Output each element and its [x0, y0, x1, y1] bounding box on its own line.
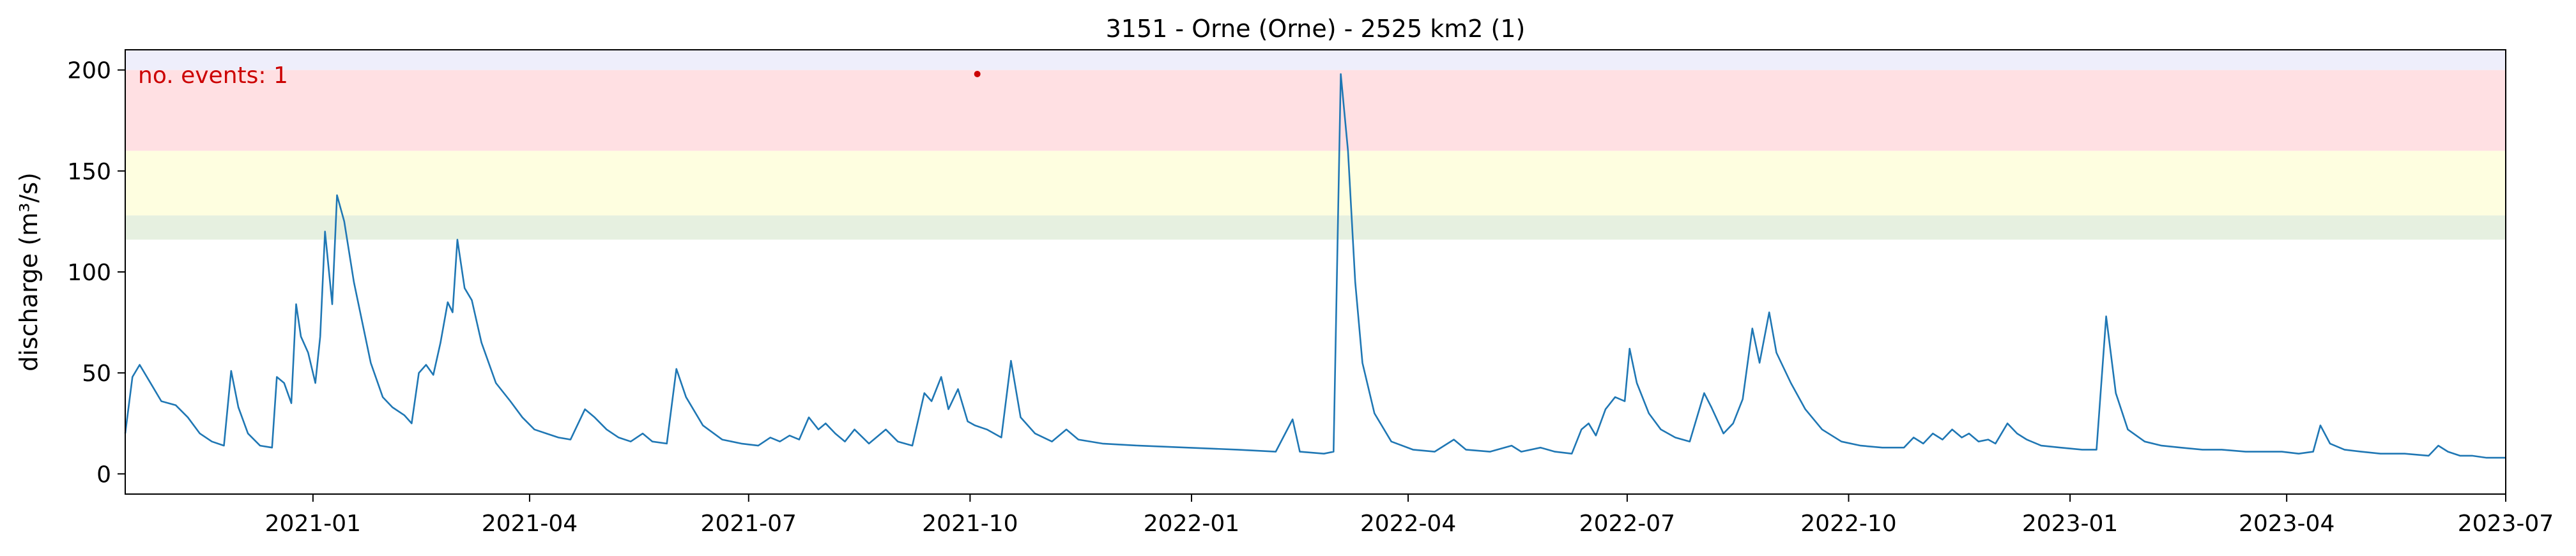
x-tick-label: 2021-10 — [922, 511, 1018, 537]
x-tick-label: 2022-04 — [1360, 511, 1456, 537]
threshold-band-1 — [125, 151, 2506, 216]
y-tick-label: 150 — [67, 159, 111, 185]
chart-title: 3151 - Orne (Orne) - 2525 km2 (1) — [1106, 15, 1526, 43]
y-tick-label: 100 — [67, 260, 111, 286]
series-group — [124, 73, 2506, 459]
threshold-band-0 — [125, 215, 2506, 240]
y-tick-label: 0 — [96, 462, 111, 488]
x-tick-label: 2021-07 — [701, 511, 797, 537]
threshold-bands — [125, 50, 2506, 240]
x-tick-label: 2022-01 — [1144, 511, 1239, 537]
x-tick-label: 2023-07 — [2458, 511, 2554, 537]
y-tick-label: 50 — [82, 361, 111, 387]
x-tick-label: 2022-07 — [1579, 511, 1675, 537]
series-line-0 — [124, 73, 2506, 459]
x-tick-label: 2023-04 — [2239, 511, 2334, 537]
event-point-0 — [974, 70, 981, 77]
y-axis: 0 50 100 150 200 — [67, 58, 125, 488]
events-annotation: no. events: 1 — [138, 63, 288, 89]
threshold-band-3 — [125, 50, 2506, 70]
x-tick-label: 2022-10 — [1800, 511, 1896, 537]
x-axis: 2021-01 2021-04 2021-07 2021-10 2022-01 2022-… — [265, 494, 2554, 537]
x-tick-label: 2023-01 — [2022, 511, 2118, 537]
x-tick-label: 2021-04 — [482, 511, 578, 537]
y-tick-label: 200 — [67, 58, 111, 84]
event-markers — [974, 70, 981, 77]
threshold-band-2 — [125, 70, 2506, 151]
y-axis-label: discharge (m³/s) — [15, 172, 43, 372]
x-tick-label: 2021-01 — [265, 511, 361, 537]
